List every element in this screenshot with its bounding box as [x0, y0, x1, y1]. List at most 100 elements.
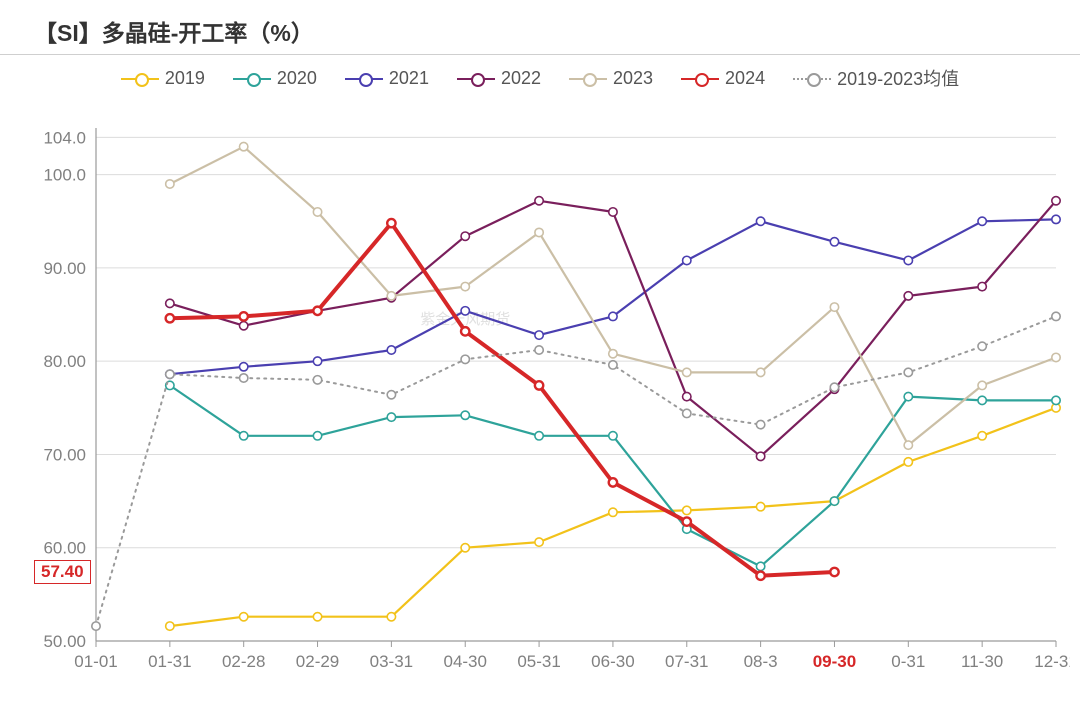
legend-item: 2019-2023均值	[793, 65, 959, 91]
series-marker	[756, 572, 764, 580]
series-marker	[904, 292, 912, 300]
series-marker	[166, 314, 174, 322]
series-marker	[1052, 197, 1060, 205]
series-marker	[535, 228, 543, 236]
series-marker	[535, 381, 543, 389]
series-marker	[609, 350, 617, 358]
svg-text:80.00: 80.00	[43, 352, 86, 371]
svg-text:100.0: 100.0	[43, 166, 86, 185]
svg-text:50.00: 50.00	[43, 632, 86, 651]
series-marker	[535, 346, 543, 354]
legend-item: 2020	[233, 65, 317, 91]
series-marker	[313, 208, 321, 216]
legend-item: 2021	[345, 65, 429, 91]
svg-text:01-01: 01-01	[74, 652, 117, 671]
legend-label: 2019	[165, 68, 205, 89]
svg-text:12-31: 12-31	[1034, 652, 1070, 671]
series-marker	[313, 613, 321, 621]
series-marker	[683, 409, 691, 417]
series-marker	[830, 568, 838, 576]
series-marker	[92, 622, 100, 630]
series-marker	[609, 432, 617, 440]
series-marker	[683, 368, 691, 376]
svg-text:11-30: 11-30	[961, 652, 1003, 671]
legend-label: 2019-2023均值	[837, 65, 959, 91]
svg-text:07-31: 07-31	[665, 652, 708, 671]
series-marker	[978, 396, 986, 404]
series-marker	[978, 217, 986, 225]
svg-text:60.00: 60.00	[43, 539, 86, 558]
series-marker	[904, 256, 912, 264]
chart-legend: 2019 2020 2021 2022 2023 2024 2019-2023均值	[0, 55, 1080, 91]
legend-swatch	[121, 71, 159, 85]
svg-text:0-31: 0-31	[891, 652, 925, 671]
legend-label: 2021	[389, 68, 429, 89]
series-marker	[535, 197, 543, 205]
series-marker	[239, 613, 247, 621]
legend-item: 2024	[681, 65, 765, 91]
series-marker	[1052, 215, 1060, 223]
series-marker	[830, 497, 838, 505]
series-marker	[756, 420, 764, 428]
value-annotation: 57.40	[34, 560, 91, 584]
svg-text:08-3: 08-3	[744, 652, 778, 671]
series-marker	[756, 452, 764, 460]
series-marker	[387, 391, 395, 399]
series-marker	[239, 374, 247, 382]
series-marker	[830, 303, 838, 311]
series-marker	[239, 142, 247, 150]
series-marker	[535, 432, 543, 440]
series-marker	[683, 256, 691, 264]
series-marker	[978, 432, 986, 440]
svg-text:04-30: 04-30	[443, 652, 486, 671]
series-marker	[535, 331, 543, 339]
series-marker	[313, 432, 321, 440]
series-marker	[609, 478, 617, 486]
page-root: 【SI】多晶硅-开工率（%） 2019202020212022202320242…	[0, 0, 1080, 701]
series-marker	[313, 307, 321, 315]
legend-swatch	[457, 71, 495, 85]
legend-swatch	[345, 71, 383, 85]
series-marker	[978, 381, 986, 389]
series-marker	[239, 322, 247, 330]
legend-swatch	[569, 71, 607, 85]
series-marker	[609, 208, 617, 216]
series-marker	[239, 363, 247, 371]
legend-label: 2023	[613, 68, 653, 89]
series-marker	[904, 392, 912, 400]
series-marker	[978, 282, 986, 290]
line-chart-svg: 50.0060.0070.0080.0090.00100.0104.001-01…	[34, 110, 1070, 681]
legend-swatch	[793, 71, 831, 85]
series-marker	[461, 411, 469, 419]
series-marker	[313, 376, 321, 384]
legend-label: 2020	[277, 68, 317, 89]
legend-label: 2022	[501, 68, 541, 89]
series-marker	[904, 458, 912, 466]
series-marker	[387, 292, 395, 300]
svg-text:01-31: 01-31	[148, 652, 191, 671]
series-marker	[387, 413, 395, 421]
annotation-label: 57.40	[41, 562, 84, 581]
series-marker	[904, 441, 912, 449]
series-marker	[1052, 312, 1060, 320]
series-marker	[904, 368, 912, 376]
legend-item: 2023	[569, 65, 653, 91]
series-marker	[166, 299, 174, 307]
series-marker	[239, 312, 247, 320]
series-marker	[461, 355, 469, 363]
series-marker	[461, 307, 469, 315]
series-marker	[387, 219, 395, 227]
series-marker	[461, 327, 469, 335]
series-marker	[166, 622, 174, 630]
legend-item: 2022	[457, 65, 541, 91]
svg-text:02-29: 02-29	[296, 652, 339, 671]
series-marker	[756, 368, 764, 376]
legend-label: 2024	[725, 68, 765, 89]
svg-text:90.00: 90.00	[43, 259, 86, 278]
legend-swatch	[233, 71, 271, 85]
series-marker	[239, 432, 247, 440]
svg-text:02-28: 02-28	[222, 652, 265, 671]
series-marker	[166, 180, 174, 188]
svg-text:06-30: 06-30	[591, 652, 634, 671]
svg-text:70.00: 70.00	[43, 445, 86, 464]
